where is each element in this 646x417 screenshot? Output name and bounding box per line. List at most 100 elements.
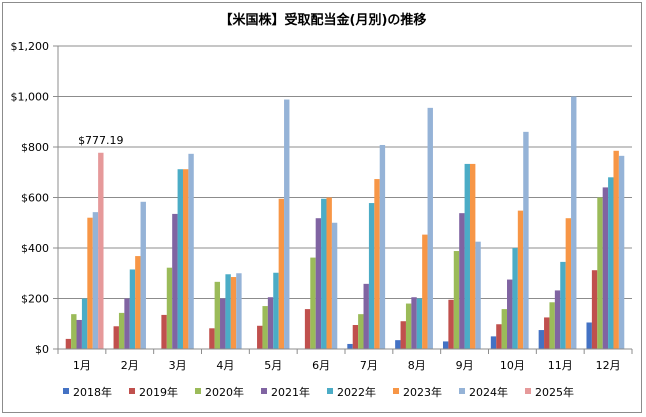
bar — [422, 234, 428, 349]
bar — [182, 169, 189, 349]
bar — [81, 298, 88, 349]
bar — [496, 324, 502, 349]
bar — [352, 325, 359, 349]
bar — [591, 270, 598, 349]
bar — [230, 277, 237, 349]
bar — [379, 144, 386, 349]
bar — [315, 218, 322, 349]
bar — [214, 281, 221, 349]
x-tick-label: 4月 — [216, 359, 234, 372]
bars — [65, 96, 625, 349]
legend-entry: 2025年 — [535, 385, 574, 399]
bar — [225, 274, 231, 349]
x-axis-ticks: 1月 2月 3月 4月 5月 6月 7月 8月 9月 10月 11月 12月 — [57, 349, 633, 372]
bar — [523, 131, 529, 349]
bar — [262, 306, 268, 349]
bar — [597, 197, 603, 349]
bar — [459, 213, 465, 349]
y-tick-label: $0 — [35, 343, 49, 356]
legend-swatch — [195, 388, 201, 394]
bar — [416, 298, 423, 349]
bar — [129, 269, 136, 349]
legend-entry: 2024年 — [469, 385, 508, 399]
bar — [71, 314, 77, 349]
bar — [304, 309, 311, 349]
bar — [98, 152, 104, 349]
y-axis-ticks: $0 $200 $400 $600 $800 $1,000 $1,200 — [11, 40, 58, 356]
chart-title: 【米国株】受取配当金(月別)の推移 — [219, 13, 427, 28]
bar — [400, 321, 406, 349]
x-tick-label: 9月 — [456, 359, 474, 372]
bar — [236, 273, 242, 349]
bar — [464, 163, 470, 349]
x-tick-label: 2月 — [121, 359, 139, 372]
legend-swatch — [63, 388, 69, 394]
bar — [427, 107, 433, 349]
x-tick-label: 3月 — [169, 359, 187, 372]
legend-entry: 2020年 — [205, 385, 244, 399]
legend-entry: 2023年 — [403, 385, 442, 399]
y-tick-label: $800 — [21, 141, 49, 154]
bar — [538, 330, 545, 349]
bar — [565, 218, 572, 349]
bar — [571, 96, 577, 349]
bar — [554, 290, 561, 349]
legend: 2018年 2019年 2020年 2021年 2022年 2023年 2024年 2025年 — [63, 385, 574, 399]
bar — [618, 155, 625, 349]
legend-swatch — [459, 388, 465, 394]
bar — [453, 251, 460, 349]
bar — [113, 326, 119, 349]
bar — [517, 210, 524, 349]
x-tick-label: 5月 — [264, 359, 282, 372]
bar — [135, 256, 141, 349]
bar — [188, 153, 194, 349]
legend-entry: 2019年 — [139, 385, 178, 399]
bar — [278, 198, 285, 349]
bar — [368, 203, 375, 349]
x-tick-label: 10月 — [500, 359, 525, 372]
x-tick-label: 1月 — [73, 359, 91, 372]
bar — [405, 303, 412, 349]
bar — [331, 222, 338, 349]
legend-swatch — [393, 388, 399, 394]
bar — [124, 298, 130, 349]
bar — [475, 241, 481, 349]
bar — [267, 297, 274, 349]
bar — [273, 272, 279, 349]
bar — [347, 343, 353, 349]
bar — [321, 198, 327, 349]
bar — [544, 317, 550, 349]
legend-swatch — [327, 388, 333, 394]
legend-entry: 2021年 — [271, 385, 310, 399]
bar — [608, 177, 614, 349]
x-tick-label: 7月 — [360, 359, 378, 372]
bar — [209, 328, 215, 349]
bar — [166, 267, 173, 349]
bar — [512, 248, 518, 349]
bar — [411, 297, 417, 349]
legend-swatch — [525, 388, 531, 394]
bar — [501, 309, 508, 349]
bar — [118, 312, 125, 349]
legend-swatch — [129, 388, 135, 394]
bar — [442, 341, 449, 349]
y-tick-label: $400 — [21, 242, 49, 255]
legend-entry: 2018年 — [73, 385, 112, 399]
bar — [469, 163, 476, 349]
bar — [284, 99, 290, 349]
x-tick-label: 11月 — [548, 359, 573, 372]
bar — [358, 314, 364, 349]
bar — [310, 257, 316, 349]
bar — [363, 283, 369, 349]
bar — [374, 179, 380, 349]
bar — [140, 201, 146, 349]
bar — [613, 150, 619, 349]
legend-entry: 2022年 — [337, 385, 376, 399]
x-tick-label: 6月 — [312, 359, 330, 372]
bar — [326, 197, 332, 349]
bar — [448, 299, 454, 349]
y-tick-label: $200 — [21, 293, 49, 306]
y-tick-label: $1,000 — [11, 91, 50, 104]
bar — [177, 169, 183, 349]
